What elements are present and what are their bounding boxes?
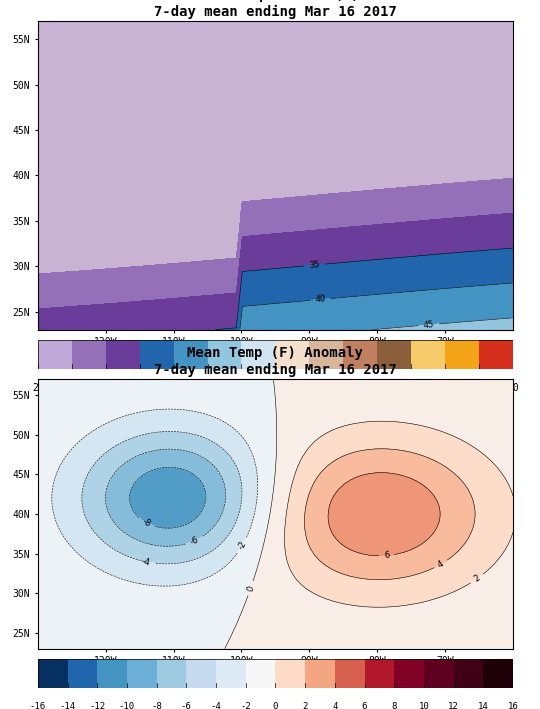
Bar <box>479 340 513 369</box>
Text: -14: -14 <box>59 702 76 709</box>
Bar <box>38 659 68 688</box>
Bar <box>216 659 246 688</box>
Text: 45: 45 <box>201 383 213 393</box>
Bar <box>140 340 173 369</box>
Bar <box>411 340 445 369</box>
Text: 50: 50 <box>235 383 247 393</box>
Text: 12: 12 <box>448 702 459 709</box>
Text: 6: 6 <box>362 702 367 709</box>
Text: 14: 14 <box>478 702 489 709</box>
Bar <box>343 340 377 369</box>
Bar <box>38 340 72 369</box>
Bar <box>68 659 97 688</box>
Bar <box>275 340 309 369</box>
Text: 20: 20 <box>32 383 44 393</box>
Title: Mean Temperature (F)
7-day mean ending Mar 16 2017: Mean Temperature (F) 7-day mean ending M… <box>154 0 397 18</box>
Text: 40: 40 <box>315 294 326 304</box>
Text: 4: 4 <box>436 559 446 569</box>
Text: -10: -10 <box>119 702 135 709</box>
Title: Mean Temp (F) Anomaly
7-day mean ending Mar 16 2017: Mean Temp (F) Anomaly 7-day mean ending … <box>154 347 397 376</box>
Bar <box>424 659 454 688</box>
Bar <box>394 659 424 688</box>
Text: 25: 25 <box>66 383 78 393</box>
Text: -6: -6 <box>181 702 192 709</box>
Bar <box>309 340 343 369</box>
Text: 8: 8 <box>392 702 397 709</box>
Bar <box>106 340 140 369</box>
Text: -8: -8 <box>151 702 162 709</box>
Bar <box>454 659 483 688</box>
Text: 40: 40 <box>168 383 179 393</box>
Bar <box>186 659 216 688</box>
Bar <box>72 340 106 369</box>
Text: 80: 80 <box>439 383 451 393</box>
Text: -16: -16 <box>30 702 46 709</box>
Text: -4: -4 <box>141 557 151 567</box>
Text: 35: 35 <box>134 383 145 393</box>
Bar <box>127 659 157 688</box>
Bar <box>275 659 305 688</box>
Text: 90: 90 <box>507 383 519 393</box>
Text: 30: 30 <box>100 383 112 393</box>
Text: -6: -6 <box>188 535 200 547</box>
Text: 70: 70 <box>372 383 383 393</box>
Bar <box>157 659 186 688</box>
Text: 2: 2 <box>472 574 482 584</box>
Text: 6: 6 <box>383 551 390 560</box>
Text: 0: 0 <box>246 584 256 592</box>
Bar <box>377 340 411 369</box>
Text: -2: -2 <box>240 702 251 709</box>
Text: -12: -12 <box>89 702 105 709</box>
Text: -4: -4 <box>211 702 221 709</box>
Text: 60: 60 <box>303 383 315 393</box>
Text: -2: -2 <box>237 540 248 552</box>
Text: -8: -8 <box>140 517 152 529</box>
Text: 0: 0 <box>273 702 278 709</box>
Bar <box>305 659 335 688</box>
Bar <box>173 340 207 369</box>
Text: 45: 45 <box>423 320 434 330</box>
Text: 65: 65 <box>338 383 349 393</box>
Text: 4: 4 <box>332 702 338 709</box>
Text: 75: 75 <box>406 383 417 393</box>
Text: 55: 55 <box>269 383 281 393</box>
Text: 85: 85 <box>473 383 485 393</box>
Bar <box>207 340 241 369</box>
Text: 16: 16 <box>508 702 518 709</box>
Text: 2: 2 <box>302 702 308 709</box>
Bar <box>241 340 275 369</box>
Bar <box>335 659 365 688</box>
Text: 10: 10 <box>418 702 429 709</box>
Bar <box>445 340 479 369</box>
Bar <box>97 659 127 688</box>
Bar <box>364 659 394 688</box>
Text: 35: 35 <box>309 260 320 270</box>
Bar <box>246 659 275 688</box>
Bar <box>483 659 513 688</box>
